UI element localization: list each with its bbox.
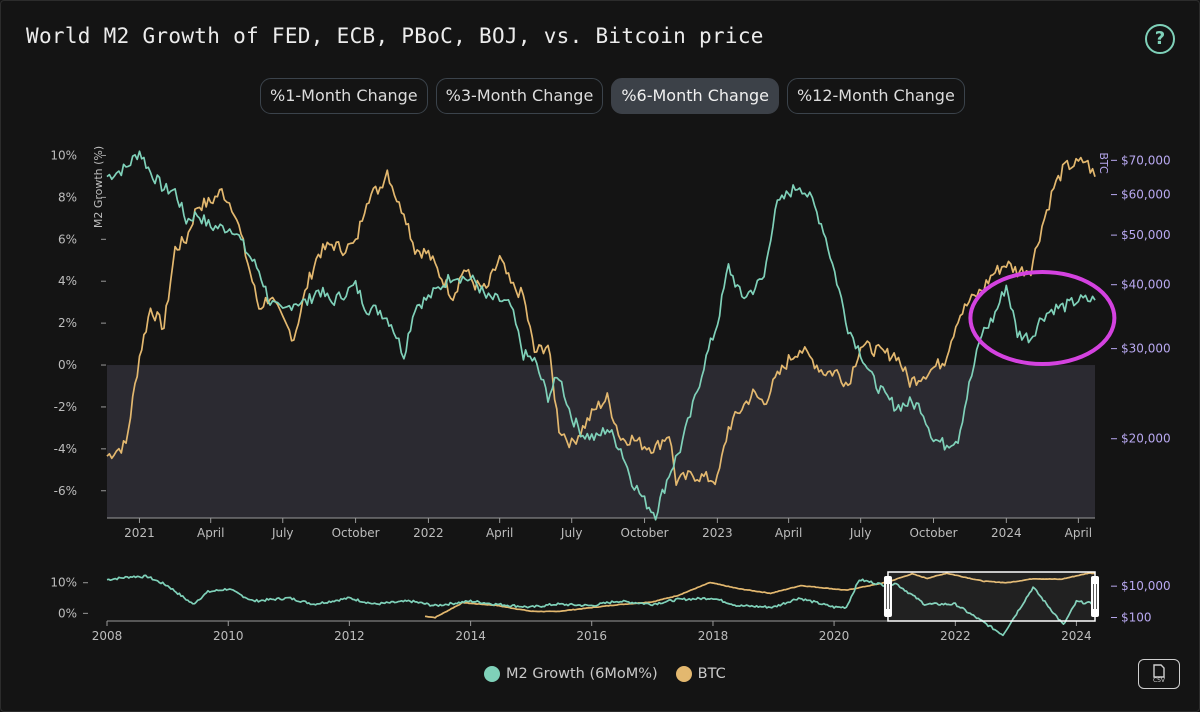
x-tick-label: 2024 <box>991 526 1022 540</box>
y-right-tick-label: $30,000 <box>1121 342 1171 356</box>
btc-price-line <box>106 156 1096 486</box>
y-left-tick-label: 4% <box>58 274 77 288</box>
x-tick-label: July <box>849 526 872 540</box>
chart-legend: M2 Growth (6MoM%) BTC <box>484 666 726 682</box>
x-tick-label: October <box>909 526 957 540</box>
y-left-tick-label: 0% <box>58 358 77 372</box>
negative-growth-shaded-region <box>107 365 1095 518</box>
y-right-tick-label: $60,000 <box>1121 188 1171 202</box>
legend-swatch-btc <box>675 666 692 682</box>
legend-label-btc: BTC <box>697 666 726 682</box>
x-tick-label: 2021 <box>124 526 155 540</box>
y-left-tick-label: -2% <box>54 400 77 414</box>
y-right-tick-label: $40,000 <box>1121 278 1171 292</box>
y-left-tick-label: 8% <box>58 190 77 204</box>
tab-1-month-change[interactable]: %1-Month Change <box>260 78 428 114</box>
y-left-tick-label: -4% <box>54 442 77 456</box>
help-icon[interactable]: ? <box>1145 24 1175 54</box>
y-right-tick-label: $20,000 <box>1121 432 1171 446</box>
chart-title: World M2 Growth of FED, ECB, PBoC, BOJ, … <box>26 24 764 48</box>
x-tick-label: July <box>271 526 294 540</box>
y-right-axis-label: BTC <box>1097 152 1110 174</box>
main-chart[interactable]: 10% 8% 6% 4% 2% 0% -2% -4% -6% $70,000 $60,000 $50,… <box>0 0 1200 560</box>
csv-label: CSV <box>1152 677 1166 684</box>
legend-item-btc[interactable]: BTC <box>675 666 726 682</box>
download-icon <box>1153 664 1165 678</box>
tab-6-month-change[interactable]: %6-Month Change <box>611 78 779 114</box>
y-right-tick-label: $50,000 <box>1121 228 1171 242</box>
x-tick-label: October <box>621 526 669 540</box>
x-tick-label: 2022 <box>413 526 444 540</box>
x-tick-label: October <box>332 526 380 540</box>
legend-item-m2[interactable]: M2 Growth (6MoM%) <box>484 666 658 682</box>
x-tick-label: April <box>775 526 802 540</box>
x-tick-label: April <box>1065 526 1092 540</box>
y-left-tick-label: -6% <box>54 484 77 498</box>
x-tick-label: April <box>197 526 224 540</box>
x-tick-label: 2023 <box>702 526 733 540</box>
change-period-tabs: %1-Month Change %3-Month Change %6-Month… <box>260 78 965 114</box>
y-left-tick-label: 6% <box>58 232 77 246</box>
m2-growth-line <box>106 150 1096 521</box>
legend-swatch-m2 <box>484 666 500 682</box>
tab-3-month-change[interactable]: %3-Month Change <box>435 78 604 114</box>
y-left-axis-label: M2 Growth (%) <box>92 146 105 228</box>
tab-12-month-change[interactable]: %12-Month Change <box>786 78 965 114</box>
annotation-circle <box>968 270 1117 366</box>
legend-label-m2: M2 Growth (6MoM%) <box>506 666 658 682</box>
csv-download-button[interactable]: CSV <box>1138 659 1180 689</box>
y-right-tick-label: $70,000 <box>1121 153 1171 167</box>
y-left-tick-label: 10% <box>50 148 77 162</box>
x-tick-label: July <box>560 526 583 540</box>
y-left-tick-label: 2% <box>58 316 77 330</box>
x-tick-label: April <box>486 526 513 540</box>
